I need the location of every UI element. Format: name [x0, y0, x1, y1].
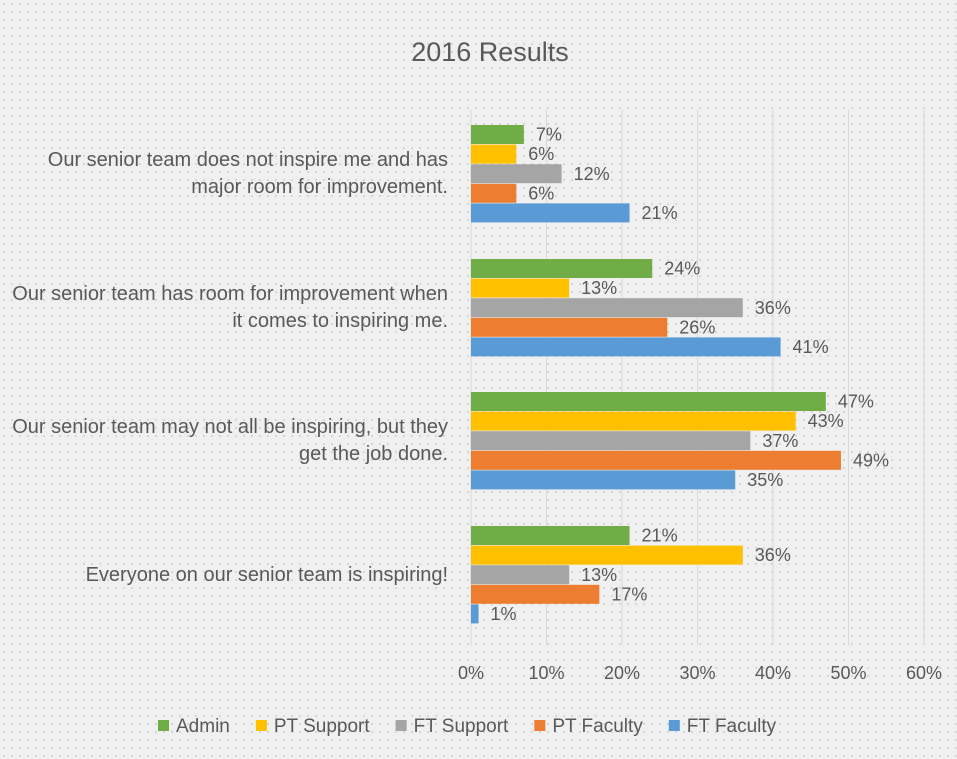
bar: [471, 317, 668, 337]
bar: [471, 411, 796, 431]
legend-swatch: [255, 720, 267, 731]
value-label: 21%: [642, 203, 678, 223]
legend-label: PT Faculty: [552, 716, 643, 737]
x-tick-label: 30%: [679, 663, 715, 683]
x-tick-label: 20%: [604, 663, 640, 683]
bar: [471, 164, 562, 184]
legend-label: FT Faculty: [687, 716, 777, 737]
x-tick-label: 50%: [830, 663, 866, 683]
value-label: 13%: [581, 278, 617, 298]
x-tick-label: 10%: [528, 663, 564, 683]
legend-label: PT Support: [274, 716, 370, 737]
legend-swatch: [534, 720, 546, 731]
bar: [471, 125, 524, 144]
category-text: Our senior team has room for improvement…: [12, 283, 448, 332]
bar: [471, 183, 517, 203]
category-text: Everyone on our senior team is inspiring…: [85, 563, 448, 586]
value-label: 24%: [664, 259, 700, 279]
legend-label: FT Support: [414, 716, 509, 737]
category-label: Our senior team may not all be inspiring…: [10, 386, 448, 496]
legend-label: Admin: [176, 716, 230, 737]
bar: [471, 584, 600, 604]
category-text: Our senior team does not inspire me and …: [47, 149, 448, 198]
value-label: 6%: [528, 144, 554, 164]
value-label: 12%: [574, 164, 610, 184]
value-label: 43%: [808, 411, 844, 431]
bar: [471, 450, 841, 470]
value-label: 35%: [747, 470, 783, 490]
value-label: 37%: [762, 431, 798, 451]
value-label: 6%: [528, 183, 554, 203]
legend-swatch: [395, 720, 407, 731]
x-tick-label: 40%: [755, 663, 791, 683]
value-label: 49%: [853, 450, 889, 470]
value-label: 21%: [642, 526, 678, 546]
bar: [471, 431, 751, 451]
value-label: 1%: [491, 604, 517, 624]
value-label: 26%: [679, 317, 715, 337]
value-label: 7%: [536, 125, 562, 145]
x-tick-label: 0%: [458, 663, 484, 683]
value-label: 13%: [581, 565, 617, 585]
value-label: 17%: [611, 584, 647, 604]
category-label: Everyone on our senior team is inspiring…: [10, 520, 448, 630]
bar: [471, 203, 630, 223]
value-label: 36%: [755, 545, 791, 565]
value-label: 36%: [755, 298, 791, 318]
chart-title: 2016 Results: [411, 37, 569, 67]
category-label: Our senior team has room for improvement…: [10, 253, 448, 363]
bar: [471, 259, 653, 278]
bar: [471, 392, 826, 411]
bar: [471, 470, 736, 490]
bar: [471, 565, 570, 585]
category-label: Our senior team does not inspire me and …: [10, 119, 448, 229]
value-label: 41%: [793, 337, 829, 357]
bar: [471, 337, 781, 357]
bar: [471, 604, 479, 624]
x-tick-label: 60%: [906, 663, 942, 683]
bar: [471, 298, 743, 318]
bar: [471, 144, 517, 164]
legend-swatch: [668, 720, 680, 731]
category-text: Our senior team may not all be inspiring…: [12, 416, 448, 465]
legend-swatch: [158, 720, 169, 731]
bar: [471, 526, 630, 545]
value-label: 47%: [838, 392, 874, 412]
bar: [471, 278, 570, 298]
bar: [471, 545, 743, 565]
